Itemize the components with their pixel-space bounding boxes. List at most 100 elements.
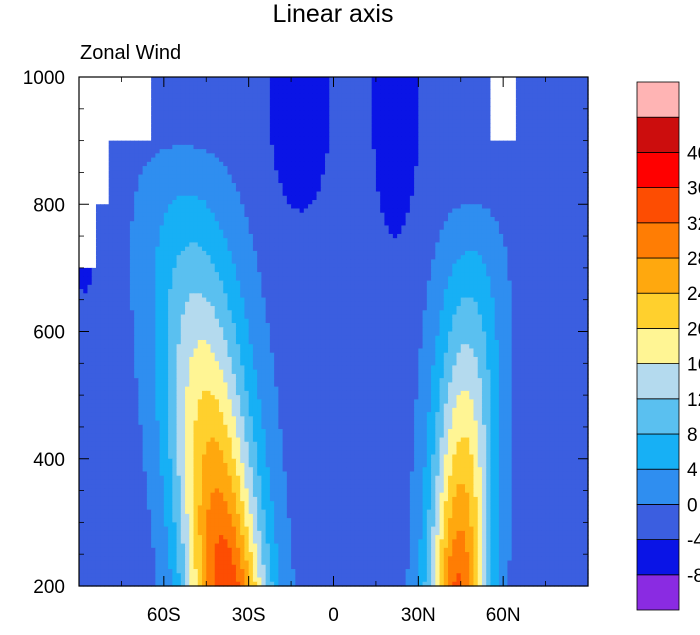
field-cell — [333, 187, 339, 193]
field-cell — [473, 140, 479, 146]
field-cell — [108, 123, 114, 129]
field-cell — [405, 191, 411, 197]
field-cell — [443, 85, 449, 91]
field-cell — [308, 127, 313, 133]
field-cell — [316, 233, 322, 239]
field-cell — [363, 208, 369, 214]
field-cell — [456, 170, 462, 176]
field-cell — [282, 208, 288, 214]
field-cell — [575, 140, 581, 146]
field-cell — [401, 132, 407, 137]
field-cell — [95, 98, 101, 104]
field-cell — [291, 208, 296, 214]
field-cell — [503, 178, 509, 184]
field-cell — [180, 229, 186, 235]
field-cell — [227, 195, 233, 201]
field-cell — [422, 229, 428, 235]
field-cell — [172, 204, 178, 210]
field-cell — [409, 229, 415, 235]
field-cell — [392, 246, 398, 252]
field-cell — [282, 166, 288, 171]
field-cell — [308, 106, 313, 112]
field-cell — [443, 242, 449, 248]
field-cell — [129, 170, 135, 176]
field-cell — [443, 166, 449, 171]
field-cell — [218, 161, 224, 167]
field-cell — [380, 216, 385, 222]
field-cell — [575, 183, 581, 188]
field-cell — [448, 123, 453, 129]
field-cell — [511, 229, 517, 235]
field-cell — [87, 250, 93, 256]
field-cell — [235, 123, 241, 129]
field-cell — [486, 200, 492, 205]
field-cell — [282, 229, 288, 235]
field-cell — [452, 238, 458, 244]
field-cell — [405, 170, 411, 176]
field-cell — [333, 174, 339, 180]
field-cell — [223, 242, 229, 248]
field-cell — [439, 149, 445, 154]
field-cell — [435, 127, 441, 133]
field-cell — [202, 233, 207, 239]
field-cell — [138, 81, 144, 87]
field-cell — [312, 183, 318, 188]
field-cell — [571, 233, 576, 239]
field-cell — [138, 191, 144, 197]
field-cell — [121, 123, 127, 129]
field-cell — [308, 115, 313, 121]
field-cell — [269, 106, 275, 112]
field-cell — [325, 174, 330, 180]
field-cell — [388, 191, 394, 197]
field-cell — [206, 106, 212, 112]
field-cell — [100, 246, 106, 252]
field-cell — [549, 89, 555, 95]
field-cell — [414, 225, 419, 231]
field-cell — [418, 212, 424, 218]
field-cell — [469, 183, 475, 188]
field-cell — [503, 221, 509, 227]
field-cell — [371, 216, 377, 222]
field-cell — [83, 178, 89, 184]
field-cell — [282, 136, 288, 142]
field-cell — [481, 153, 487, 159]
field-cell — [244, 77, 250, 82]
field-cell — [435, 216, 441, 222]
field-cell — [151, 161, 156, 167]
field-cell — [282, 85, 288, 91]
field-cell — [371, 136, 377, 142]
field-cell — [286, 98, 292, 104]
field-cell — [159, 200, 165, 205]
field-cell — [333, 93, 339, 99]
field-cell — [439, 242, 445, 248]
field-cell — [532, 98, 538, 104]
field-cell — [363, 89, 369, 95]
field-cell — [202, 123, 207, 129]
field-cell — [363, 246, 369, 252]
field-cell — [367, 178, 373, 184]
field-cell — [134, 233, 139, 239]
field-cell — [469, 225, 475, 231]
field-cell — [464, 98, 470, 104]
field-cell — [180, 195, 186, 201]
field-cell — [83, 102, 89, 108]
field-cell — [384, 106, 390, 112]
field-cell — [104, 106, 110, 112]
field-cell — [252, 233, 258, 239]
field-cell — [524, 144, 530, 150]
field-cell — [151, 212, 156, 218]
field-cell — [511, 115, 517, 121]
field-cell — [541, 216, 547, 222]
field-cell — [129, 166, 135, 171]
field-cell — [405, 144, 411, 150]
field-cell — [354, 225, 360, 231]
field-cell — [528, 238, 534, 244]
field-cell — [218, 77, 224, 82]
field-cell — [142, 225, 148, 231]
field-cell — [549, 170, 555, 176]
field-cell — [401, 136, 407, 142]
field-cell — [537, 183, 542, 188]
field-cell — [282, 242, 288, 248]
field-cell — [520, 123, 525, 129]
field-cell — [490, 106, 496, 112]
